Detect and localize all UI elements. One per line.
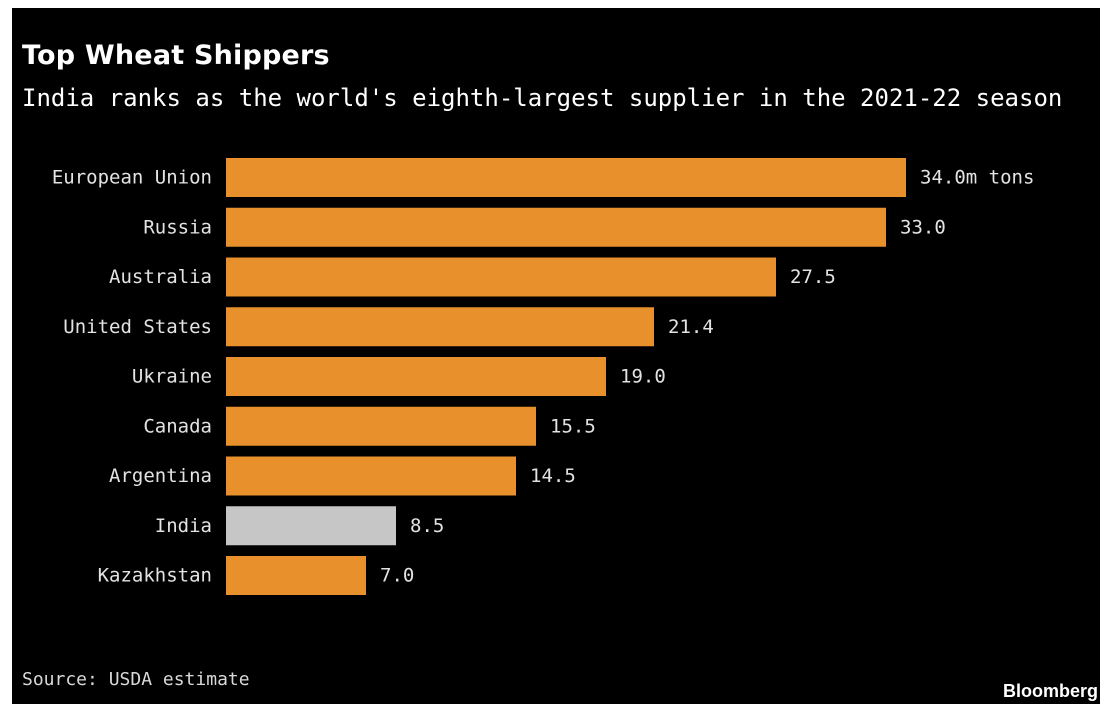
category-label: Argentina [109, 465, 212, 487]
bar-india [226, 506, 396, 546]
brand-logo: Bloomberg [1002, 681, 1098, 701]
value-label: 27.5 [790, 266, 836, 288]
bar-canada [226, 406, 536, 446]
bar-australia [226, 257, 776, 297]
category-label: Kazakhstan [98, 565, 212, 587]
category-label: Australia [109, 266, 212, 288]
category-label: Canada [143, 415, 212, 437]
category-label: European Union [52, 167, 212, 189]
bar-russia [226, 207, 886, 247]
value-label: 8.5 [410, 515, 444, 537]
bar-united-states [226, 307, 654, 347]
value-label: 19.0 [620, 366, 666, 388]
value-label: 15.5 [550, 415, 596, 437]
value-label: 7.0 [380, 565, 414, 587]
value-label: 34.0m tons [920, 167, 1034, 189]
chart-title: Top Wheat Shippers [22, 40, 330, 71]
bar-european-union [226, 158, 906, 197]
category-label: India [155, 515, 212, 537]
bar-kazakhstan [226, 556, 366, 595]
category-label: Russia [143, 216, 212, 238]
chart-panel [12, 8, 1100, 704]
source-note: Source: USDA estimate [22, 669, 250, 690]
value-label: 21.4 [668, 316, 714, 338]
bar-ukraine [226, 357, 606, 396]
bar-argentina [226, 456, 516, 496]
category-label: United States [63, 316, 212, 338]
value-label: 14.5 [530, 465, 576, 487]
value-label: 33.0 [900, 216, 946, 238]
chart-subtitle: India ranks as the world's eighth-larges… [22, 84, 1063, 112]
category-label: Ukraine [132, 366, 212, 388]
